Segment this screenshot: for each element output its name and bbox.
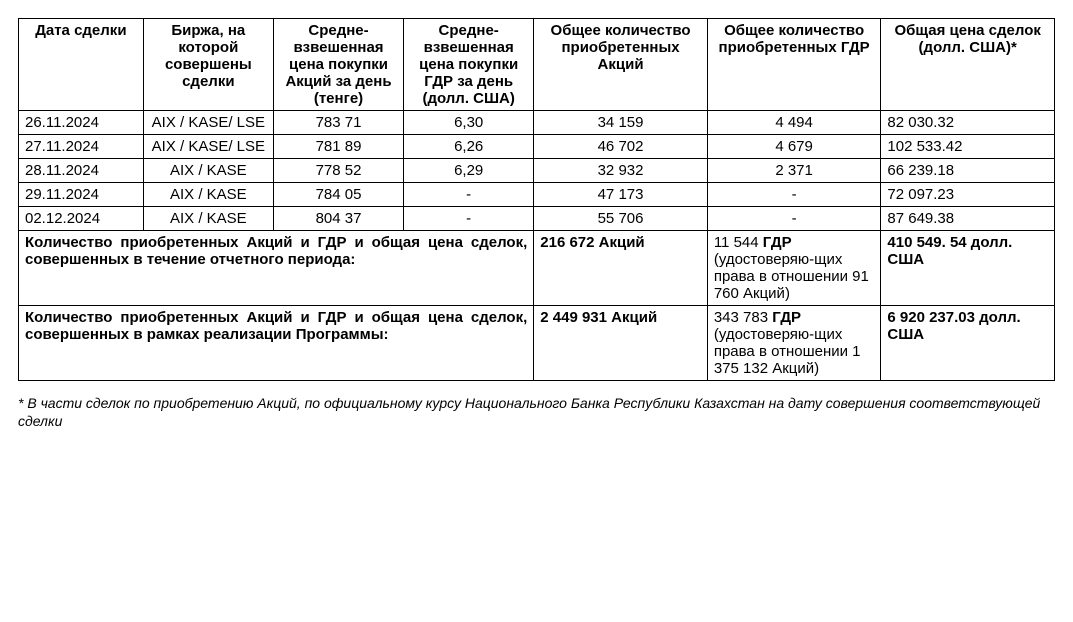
transactions-table: Дата сделки Биржа, на которой совершены … xyxy=(18,18,1055,381)
summary-period-gdr-count: 11 544 xyxy=(714,234,759,251)
col-ex: Биржа, на которой совершены сделки xyxy=(143,19,273,111)
cell-q2: 4 679 xyxy=(707,135,881,159)
summary-period-shares: 216 672 Акций xyxy=(534,231,708,306)
cell-tot: 102 533.42 xyxy=(881,135,1055,159)
summary-row-period: Количество приобретенных Акций и ГДР и о… xyxy=(19,231,1055,306)
cell-date: 27.11.2024 xyxy=(19,135,144,159)
col-p1: Средне-взвешенная цена покупки Акций за … xyxy=(273,19,403,111)
cell-q2: - xyxy=(707,183,881,207)
summary-program-gdr-label: ГДР xyxy=(768,309,801,326)
cell-p1: 804 37 xyxy=(273,207,403,231)
cell-p2: 6,26 xyxy=(404,135,534,159)
cell-q1: 47 173 xyxy=(534,183,708,207)
col-q1: Общее количество приобретенных Акций xyxy=(534,19,708,111)
cell-q1: 55 706 xyxy=(534,207,708,231)
cell-ex: AIX / KASE/ LSE xyxy=(143,111,273,135)
summary-program-shares: 2 449 931 Акций xyxy=(534,306,708,381)
cell-q1: 34 159 xyxy=(534,111,708,135)
cell-p2: - xyxy=(404,183,534,207)
table-row: 02.12.2024AIX / KASE804 37-55 706-87 649… xyxy=(19,207,1055,231)
cell-p2: 6,30 xyxy=(404,111,534,135)
summary-program-gdr-count: 343 783 xyxy=(714,309,768,326)
summary-program-gdr: 343 783 ГДР (удостоверяю-щих права в отн… xyxy=(707,306,881,381)
summary-program-label: Количество приобретенных Акций и ГДР и о… xyxy=(19,306,534,381)
table-row: 29.11.2024AIX / KASE784 05-47 173-72 097… xyxy=(19,183,1055,207)
col-q2: Общее количество приобретенных ГДР xyxy=(707,19,881,111)
cell-tot: 82 030.32 xyxy=(881,111,1055,135)
cell-p1: 778 52 xyxy=(273,159,403,183)
cell-tot: 87 649.38 xyxy=(881,207,1055,231)
cell-date: 02.12.2024 xyxy=(19,207,144,231)
cell-q2: 4 494 xyxy=(707,111,881,135)
summary-row-program: Количество приобретенных Акций и ГДР и о… xyxy=(19,306,1055,381)
cell-q2: 2 371 xyxy=(707,159,881,183)
summary-program-total: 6 920 237.03 долл. США xyxy=(881,306,1055,381)
cell-q1: 46 702 xyxy=(534,135,708,159)
summary-period-gdr-label: ГДР xyxy=(759,234,792,251)
table-header-row: Дата сделки Биржа, на которой совершены … xyxy=(19,19,1055,111)
cell-p2: 6,29 xyxy=(404,159,534,183)
cell-date: 28.11.2024 xyxy=(19,159,144,183)
col-date: Дата сделки xyxy=(19,19,144,111)
summary-period-gdr-detail: (удостоверяю-щих права в отношении 91 76… xyxy=(714,251,869,302)
cell-p1: 784 05 xyxy=(273,183,403,207)
cell-q2: - xyxy=(707,207,881,231)
table-row: 26.11.2024AIX / KASE/ LSE783 716,3034 15… xyxy=(19,111,1055,135)
cell-ex: AIX / KASE xyxy=(143,183,273,207)
table-row: 27.11.2024AIX / KASE/ LSE781 896,2646 70… xyxy=(19,135,1055,159)
cell-p2: - xyxy=(404,207,534,231)
cell-p1: 783 71 xyxy=(273,111,403,135)
summary-program-gdr-detail: (удостоверяю-щих права в отношении 1 375… xyxy=(714,326,861,377)
cell-tot: 72 097.23 xyxy=(881,183,1055,207)
cell-ex: AIX / KASE xyxy=(143,159,273,183)
footnote: * В части сделок по приобретению Акций, … xyxy=(18,395,1055,430)
cell-ex: AIX / KASE xyxy=(143,207,273,231)
col-p2: Средне-взвешенная цена покупки ГДР за де… xyxy=(404,19,534,111)
cell-p1: 781 89 xyxy=(273,135,403,159)
summary-period-total: 410 549. 54 долл. США xyxy=(881,231,1055,306)
summary-period-gdr: 11 544 ГДР (удостоверяю-щих права в отно… xyxy=(707,231,881,306)
col-tot: Общая цена сделок (долл. США)* xyxy=(881,19,1055,111)
cell-q1: 32 932 xyxy=(534,159,708,183)
table-row: 28.11.2024AIX / KASE778 526,2932 9322 37… xyxy=(19,159,1055,183)
summary-period-label: Количество приобретенных Акций и ГДР и о… xyxy=(19,231,534,306)
cell-ex: AIX / KASE/ LSE xyxy=(143,135,273,159)
cell-date: 26.11.2024 xyxy=(19,111,144,135)
cell-tot: 66 239.18 xyxy=(881,159,1055,183)
cell-date: 29.11.2024 xyxy=(19,183,144,207)
